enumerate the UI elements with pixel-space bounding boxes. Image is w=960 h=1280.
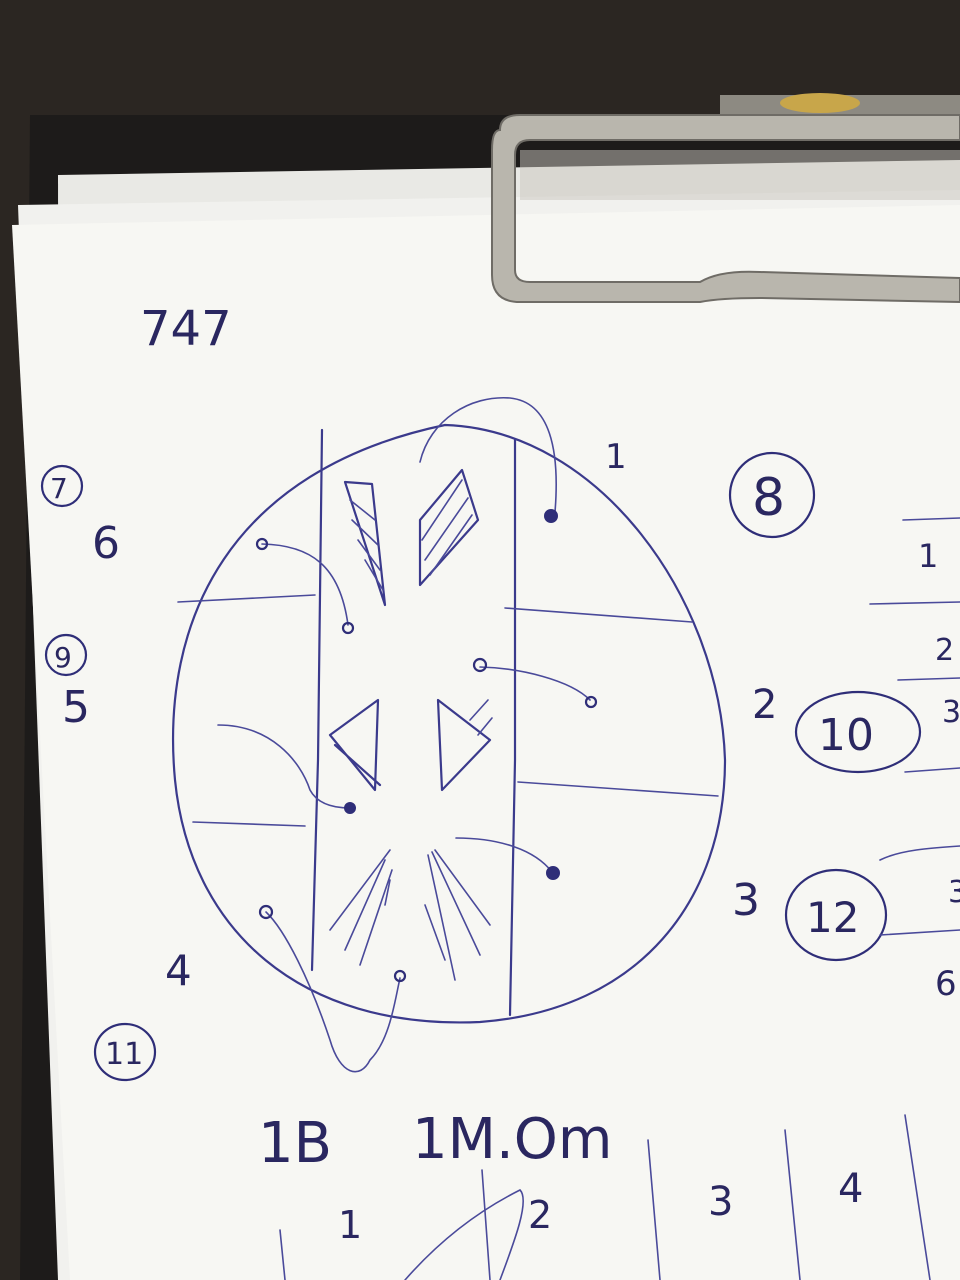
point-left-lower	[344, 802, 356, 814]
circled-12-ring	[784, 868, 888, 962]
bottom-col-2: 2	[528, 1193, 552, 1237]
connector-bottom-loop	[265, 911, 401, 1073]
circled-9: 9	[54, 641, 72, 674]
side-number-4: 4	[165, 946, 192, 995]
side-numbers: 1 2 3 4 5 6	[62, 437, 777, 995]
bottom-notes: 1B 1M.Om 1 2 3 4	[258, 1107, 931, 1280]
right-table-line-4	[904, 767, 960, 773]
circle-diagram	[171, 397, 727, 1073]
right-table-1: 1	[918, 537, 938, 575]
connector-left-lower	[217, 724, 351, 809]
bottom-col-line-0	[481, 1169, 491, 1280]
bottom-col-1: 1	[338, 1203, 362, 1247]
circled-11-ring	[93, 1022, 157, 1082]
top-left-hatch	[349, 499, 384, 591]
right-vertical-line	[508, 438, 517, 1017]
connector-right-middle	[479, 666, 591, 701]
right-table-6: 6	[935, 964, 957, 1004]
connector-left-upper	[261, 543, 349, 626]
point-bottom-left	[258, 904, 274, 920]
circled-7: 7	[50, 472, 68, 505]
right-table-line-2	[869, 601, 960, 605]
top-right-hatch	[421, 479, 473, 576]
point-right-middle	[472, 657, 488, 673]
bottom-col-line-2	[784, 1129, 801, 1280]
right-upper-divider	[504, 607, 693, 623]
point-right-middle-end	[584, 695, 598, 709]
left-upper-divider	[177, 594, 316, 603]
right-table: 1 2 3 3 6	[869, 517, 960, 1004]
right-table-line-1	[902, 517, 960, 521]
side-number-3: 3	[732, 875, 760, 926]
connector-right-lower	[455, 837, 553, 873]
point-right-lower	[546, 866, 560, 880]
left-lower-divider	[192, 821, 306, 827]
left-vertical-line	[310, 428, 324, 972]
bottom-col-3: 3	[708, 1179, 733, 1225]
bottom-col-stroke	[279, 1229, 286, 1280]
right-table-line-5	[879, 845, 960, 861]
point-top-right	[544, 509, 558, 523]
middle-left-stroke	[333, 743, 382, 787]
paper-sheet	[12, 205, 960, 1280]
bottom-left-rays	[329, 849, 393, 966]
right-table-line-3	[897, 677, 960, 681]
point-left-upper	[255, 537, 269, 551]
circled-10-ring	[794, 690, 922, 774]
bottom-scribble	[404, 1189, 524, 1280]
circled-12: 12	[806, 893, 859, 942]
side-number-6: 6	[92, 518, 120, 569]
right-table-3b: 3	[948, 875, 960, 910]
side-number-1: 1	[605, 437, 627, 477]
side-number-5: 5	[62, 682, 90, 733]
bottom-col-line-3	[904, 1114, 931, 1280]
middle-left-triangle	[328, 698, 380, 792]
connector-top	[419, 397, 557, 513]
right-table-3: 3	[942, 695, 960, 730]
bottom-col-4: 4	[838, 1166, 863, 1212]
clipboard-clip	[491, 93, 960, 304]
bottom-right-rays	[424, 849, 491, 981]
top-right-triangle	[418, 468, 480, 587]
right-lower-divider	[517, 781, 719, 797]
circled-8-ring	[728, 451, 816, 539]
middle-right-hatch	[469, 699, 493, 736]
middle-right-triangle	[436, 698, 492, 792]
circled-labels: 7 8 9 10 11 12	[40, 451, 922, 1082]
circled-10: 10	[818, 710, 874, 761]
circled-7-ring	[40, 464, 84, 508]
point-bottom-mid	[393, 969, 407, 983]
bottom-text-mid: 1M.Om	[412, 1107, 612, 1172]
right-table-line-6	[879, 929, 960, 936]
bottom-col-line-1	[647, 1139, 661, 1280]
outer-circle	[171, 423, 727, 1024]
side-number-2: 2	[752, 682, 777, 728]
circled-8: 8	[752, 468, 785, 528]
right-table-2: 2	[935, 633, 954, 668]
header-number: 747	[140, 301, 232, 357]
bottom-text-left: 1B	[258, 1111, 332, 1176]
circled-11: 11	[105, 1037, 143, 1072]
point-left-upper-end	[341, 621, 355, 635]
circled-9-ring	[44, 633, 88, 677]
